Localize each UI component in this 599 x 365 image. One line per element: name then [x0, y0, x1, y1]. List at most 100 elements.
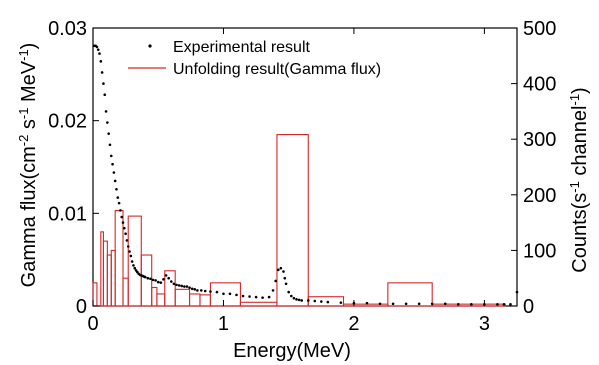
data-point-79	[287, 290, 290, 294]
data-point-74	[276, 268, 280, 272]
data-point-57	[190, 287, 194, 291]
data-point-12	[108, 143, 112, 147]
data-point-68	[248, 295, 251, 298]
data-point-11	[107, 132, 110, 135]
data-point-62	[209, 290, 212, 293]
data-point-27	[128, 250, 131, 253]
y-left-tick-label-0: 0	[76, 296, 87, 318]
unfolding-histogram	[92, 134, 506, 307]
data-point-28	[129, 254, 133, 258]
data-point-96	[430, 302, 434, 306]
data-point-98	[456, 303, 460, 306]
data-point-91	[365, 301, 369, 305]
data-point-53	[180, 284, 184, 288]
data-point-75	[279, 266, 283, 270]
y-right-tick-label-3: 300	[523, 129, 556, 151]
data-point-86	[313, 299, 317, 303]
data-point-17	[115, 187, 118, 191]
data-point-48	[167, 276, 170, 280]
histogram-bin-12	[174, 288, 191, 307]
data-point-102	[502, 303, 506, 306]
data-point-21	[120, 215, 124, 219]
histogram-bin-5	[114, 210, 124, 307]
histogram-bin-19	[342, 303, 389, 307]
data-point-95	[417, 302, 421, 306]
data-point-42	[151, 278, 155, 282]
legend-label-unfolding: Unfolding result(Gamma flux)	[173, 61, 381, 78]
data-point-9	[104, 110, 108, 113]
data-point-8	[103, 93, 107, 97]
data-point-92	[378, 302, 382, 306]
histogram-bin-11	[164, 270, 176, 307]
x-axis-title: Energy(MeV)	[233, 340, 351, 362]
data-point-52	[177, 284, 181, 287]
histogram-bin-17	[276, 134, 309, 307]
data-point-71	[267, 295, 271, 299]
y-right-axis-title: Counts(s-1 channel-1)	[567, 87, 591, 272]
data-point-54	[183, 285, 186, 288]
data-point-49	[169, 280, 173, 283]
data-point-41	[149, 277, 152, 281]
y-right-tick-label-0: 0	[523, 296, 534, 318]
histogram-bin-3	[106, 254, 112, 307]
y-right-tick-label-4: 400	[523, 74, 556, 96]
y-right-tick-label-2: 200	[523, 185, 556, 207]
data-point-19	[117, 201, 121, 205]
data-point-10	[106, 121, 109, 124]
histogram-bin-4	[110, 249, 116, 307]
data-point-39	[143, 275, 147, 279]
histogram-bin-21	[431, 303, 506, 307]
data-point-29	[130, 260, 134, 263]
data-point-84	[300, 299, 304, 302]
histogram-bin-8	[140, 254, 153, 307]
axis-ticks: 0 1 2 3 0 0.01 0.02 0.03 0 100 200 300 400 500	[48, 18, 556, 335]
data-point-88	[326, 300, 330, 304]
data-point-77	[283, 276, 287, 280]
data-point-40	[146, 276, 150, 280]
data-point-51	[175, 283, 178, 287]
histogram-bin-7	[127, 215, 142, 307]
data-point-82	[295, 298, 298, 301]
data-point-63	[215, 290, 219, 294]
data-point-20	[119, 209, 122, 212]
data-point-13	[109, 154, 113, 158]
data-point-80	[290, 294, 293, 298]
y-left-tick-label-1: 0.01	[48, 203, 87, 225]
data-point-61	[203, 289, 207, 293]
histogram-bin-14	[199, 294, 211, 307]
data-point-46	[162, 278, 165, 281]
data-point-66	[235, 293, 238, 297]
data-point-89	[339, 301, 343, 304]
y-left-axis-title: Gamma flux(cm-2 s-1 MeV-1)	[16, 43, 40, 288]
data-point-59	[196, 289, 199, 292]
legend: Experimental result Unfolding result(Gam…	[128, 39, 381, 78]
data-point-87	[320, 300, 323, 303]
data-point-67	[241, 294, 245, 298]
data-point-50	[172, 282, 176, 286]
data-point-5	[99, 60, 103, 63]
data-point-3	[96, 48, 100, 51]
legend-dot-marker	[148, 44, 152, 48]
histogram-bin-9	[151, 286, 158, 307]
histogram-bin-15	[209, 282, 241, 307]
data-point-78	[284, 282, 288, 286]
data-point-99	[470, 303, 473, 306]
data-point-76	[282, 270, 285, 273]
data-point-6	[100, 71, 104, 74]
histogram-bin-20	[387, 282, 433, 307]
data-point-64	[222, 292, 225, 296]
data-point-73	[274, 279, 277, 283]
experimental-dots	[93, 44, 519, 306]
data-point-30	[132, 264, 135, 267]
histogram-bin-6	[122, 277, 129, 307]
data-point-103	[509, 303, 512, 306]
data-point-65	[228, 292, 232, 296]
data-point-93	[391, 302, 395, 306]
data-point-47	[164, 274, 168, 277]
y-right-tick-label-5: 500	[523, 18, 556, 40]
x-tick-label-2: 2	[348, 313, 359, 335]
histogram-bin-13	[188, 293, 201, 307]
data-point-44	[156, 280, 160, 284]
data-point-69	[254, 295, 258, 299]
